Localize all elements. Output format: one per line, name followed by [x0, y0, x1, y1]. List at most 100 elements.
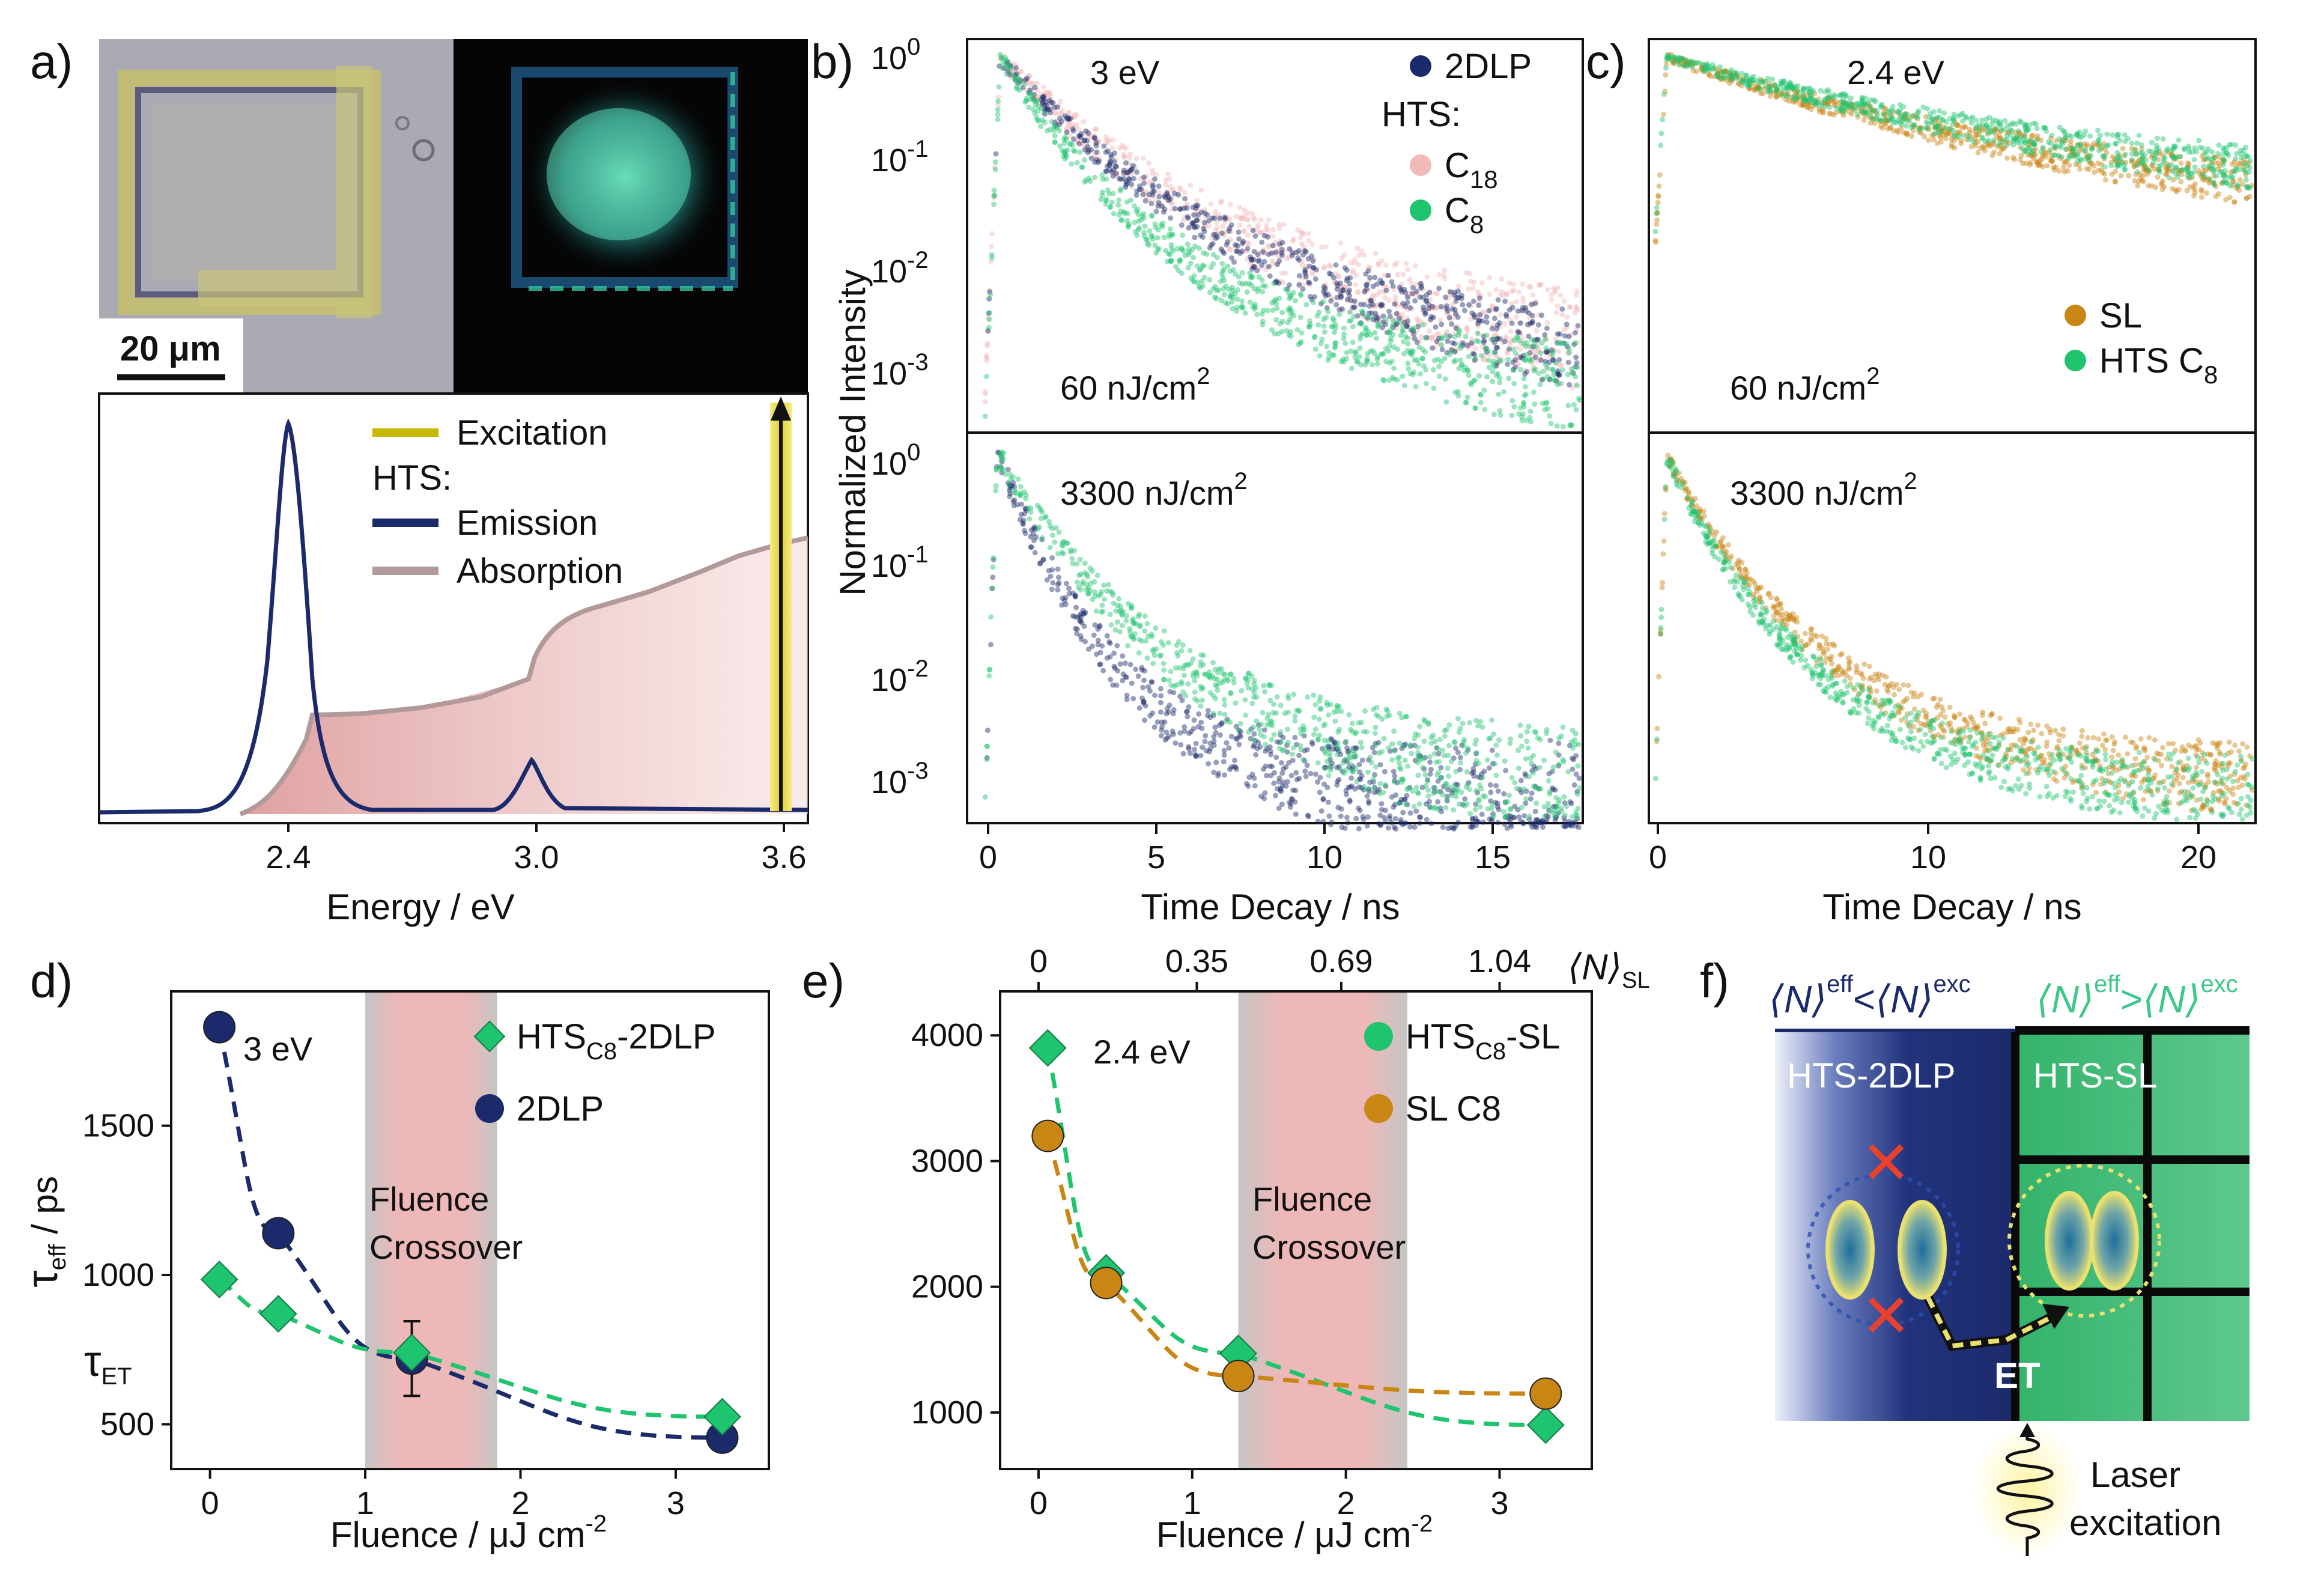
decay-point	[1249, 771, 1255, 777]
decay-point	[1385, 272, 1391, 278]
legend-c18-marker	[1410, 154, 1431, 176]
decay-point	[1501, 809, 1506, 815]
decay-point	[1281, 221, 1287, 227]
decay-point	[2244, 195, 2250, 201]
decay-point	[2205, 146, 2211, 152]
decay-point	[1419, 356, 1425, 362]
decay-point	[1443, 330, 1449, 336]
decay-point	[1478, 400, 1484, 406]
decay-point	[1558, 805, 1564, 811]
decay-point	[2043, 129, 2049, 134]
decay-point	[1176, 267, 1182, 273]
decay-point	[1539, 818, 1545, 824]
decay-point	[1515, 362, 1521, 368]
decay-point	[1426, 328, 1432, 334]
decay-point	[1266, 251, 1272, 257]
decay-point	[1515, 329, 1521, 335]
decay-point	[1150, 170, 1156, 176]
decay-point	[1534, 800, 1540, 806]
decay-point	[1237, 720, 1243, 726]
decay-point	[1342, 265, 1348, 271]
decay-point	[1224, 740, 1230, 746]
decay-point	[1983, 122, 1989, 128]
decay-point	[1454, 311, 1460, 317]
decay-point	[1844, 104, 1850, 109]
decay-point	[1292, 713, 1298, 719]
decay-point	[1508, 328, 1514, 334]
decay-point	[1037, 560, 1043, 566]
decay-point	[1553, 287, 1559, 293]
decay-point	[1726, 69, 1732, 75]
decay-point	[1269, 737, 1275, 743]
decay-point	[1212, 213, 1218, 219]
decay-point	[1383, 262, 1389, 268]
decay-point	[1146, 192, 1152, 198]
decay-point	[1021, 517, 1027, 523]
decay-point	[2186, 146, 2192, 152]
decay-point	[1228, 764, 1234, 770]
decay-point	[1052, 133, 1058, 139]
decay-point	[1185, 241, 1191, 247]
decay-point	[1990, 117, 1996, 123]
panel-b-yticks-bottom: 100 10-1 10-2 10-3	[871, 439, 929, 800]
decay-point	[1171, 707, 1177, 713]
decay-point	[1084, 144, 1090, 150]
decay-point	[1525, 321, 1531, 327]
decay-point	[1479, 280, 1485, 286]
decay-point	[2099, 144, 2105, 150]
decay-point	[2019, 146, 2025, 152]
decay-point	[1389, 323, 1395, 329]
decay-point	[1255, 222, 1261, 228]
decay-point	[1382, 295, 1388, 301]
decay-point	[1050, 532, 1055, 538]
decay-point	[1099, 602, 1105, 608]
decay-point	[1231, 675, 1237, 681]
decay-point	[1560, 424, 1566, 430]
decay-point	[1127, 151, 1133, 157]
decay-point	[1228, 237, 1234, 243]
decay-point	[1100, 176, 1106, 182]
decay-point	[1392, 297, 1398, 303]
decay-point	[1212, 676, 1218, 682]
decay-point	[1026, 89, 1032, 95]
decay-point	[1491, 333, 1497, 339]
decay-point	[1425, 793, 1431, 799]
decay-point	[1158, 686, 1164, 692]
decay-point	[1152, 192, 1157, 197]
decay-point	[1307, 294, 1313, 299]
decay-point	[1392, 317, 1398, 323]
decay-point	[2153, 184, 2159, 190]
decay-point	[1291, 312, 1297, 318]
decay-point	[1287, 306, 1293, 312]
decay-point	[1473, 345, 1479, 351]
decay-point	[1543, 345, 1549, 351]
decay-point	[1222, 772, 1227, 778]
decay-point	[1208, 201, 1214, 207]
decay-point	[2211, 179, 2217, 185]
decay-point	[1246, 224, 1252, 229]
decay-point	[1470, 298, 1476, 304]
decay-point	[1547, 377, 1552, 383]
decay-point	[1511, 381, 1517, 386]
decay-point	[1522, 368, 1528, 374]
decay-point	[1303, 263, 1309, 269]
decay-point	[1005, 59, 1011, 65]
decay-point	[1571, 402, 1577, 408]
decay-point	[1198, 187, 1204, 193]
decay-point	[1191, 717, 1197, 723]
decay-point	[1254, 312, 1260, 317]
decay-point	[1336, 311, 1343, 317]
decay-point	[1414, 357, 1420, 363]
decay-point	[1251, 724, 1257, 730]
decay-point	[1537, 737, 1543, 743]
decay-point	[1333, 340, 1339, 345]
decay-point	[1243, 713, 1248, 718]
decay-point	[1497, 323, 1503, 329]
decay-point	[1328, 271, 1334, 277]
decay-point	[1827, 94, 1833, 100]
decay-point	[1266, 264, 1272, 270]
decay-point	[1036, 97, 1042, 103]
decay-point	[1252, 783, 1258, 789]
decay-point	[1444, 797, 1450, 803]
